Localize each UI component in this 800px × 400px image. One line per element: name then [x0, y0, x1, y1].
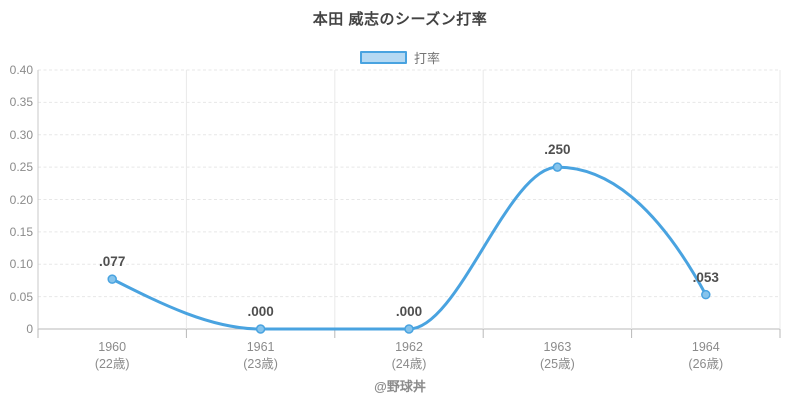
- data-value-label: .000: [395, 304, 423, 319]
- credit-text: @野球丼: [374, 379, 426, 394]
- x-tick-year: 1963: [543, 340, 572, 354]
- data-point[interactable]: [107, 274, 117, 284]
- x-tick-label: 1960 (22歳): [47, 339, 177, 373]
- data-point[interactable]: [701, 289, 711, 300]
- x-tick-age: (25歳): [540, 357, 575, 371]
- y-tick-label: 0: [26, 322, 33, 336]
- data-value-label: .053: [692, 269, 719, 285]
- x-tick-age: (22歳): [94, 357, 130, 371]
- y-tick-label: 0.30: [9, 127, 33, 142]
- y-tick-label: 0.25: [9, 160, 33, 175]
- y-tick-label: 0.05: [9, 289, 33, 304]
- x-tick-year: 1961: [246, 340, 275, 354]
- x-tick-age: (24歳): [391, 357, 427, 371]
- data-value-label: .250: [544, 142, 571, 158]
- x-tick-label: 1963 (25歳): [492, 339, 622, 373]
- y-tick-label: 0.20: [9, 192, 33, 207]
- legend-label: 打率: [413, 50, 440, 66]
- y-tick-label: 0.40: [9, 63, 33, 77]
- legend-item-batting-average[interactable]: 打率: [0, 48, 800, 66]
- data-point[interactable]: [404, 324, 414, 334]
- data-point[interactable]: [552, 162, 563, 172]
- x-tick-label: 1961 (23歳): [196, 339, 326, 373]
- x-tick-label: 1964 (26歳): [641, 339, 771, 373]
- x-tick-year: 1962: [395, 340, 423, 354]
- data-point[interactable]: [255, 324, 266, 334]
- chart-title: 本田 威志のシーズン打率: [312, 11, 488, 28]
- y-tick-label: 0.15: [9, 224, 33, 239]
- x-tick-label: 1962 (24歳): [344, 339, 474, 373]
- data-value-label: .077: [99, 254, 126, 270]
- series-line-batting-average: [111, 165, 708, 331]
- data-value-label: .000: [247, 304, 274, 319]
- x-tick-year: 1964: [691, 340, 720, 354]
- x-tick-age: (26歳): [688, 357, 724, 371]
- x-tick-year: 1960: [98, 340, 127, 354]
- y-tick-label: 0.10: [9, 257, 33, 272]
- x-tick-age: (23歳): [243, 357, 278, 371]
- legend-swatch: [359, 50, 407, 64]
- y-tick-label: 0.35: [9, 95, 33, 110]
